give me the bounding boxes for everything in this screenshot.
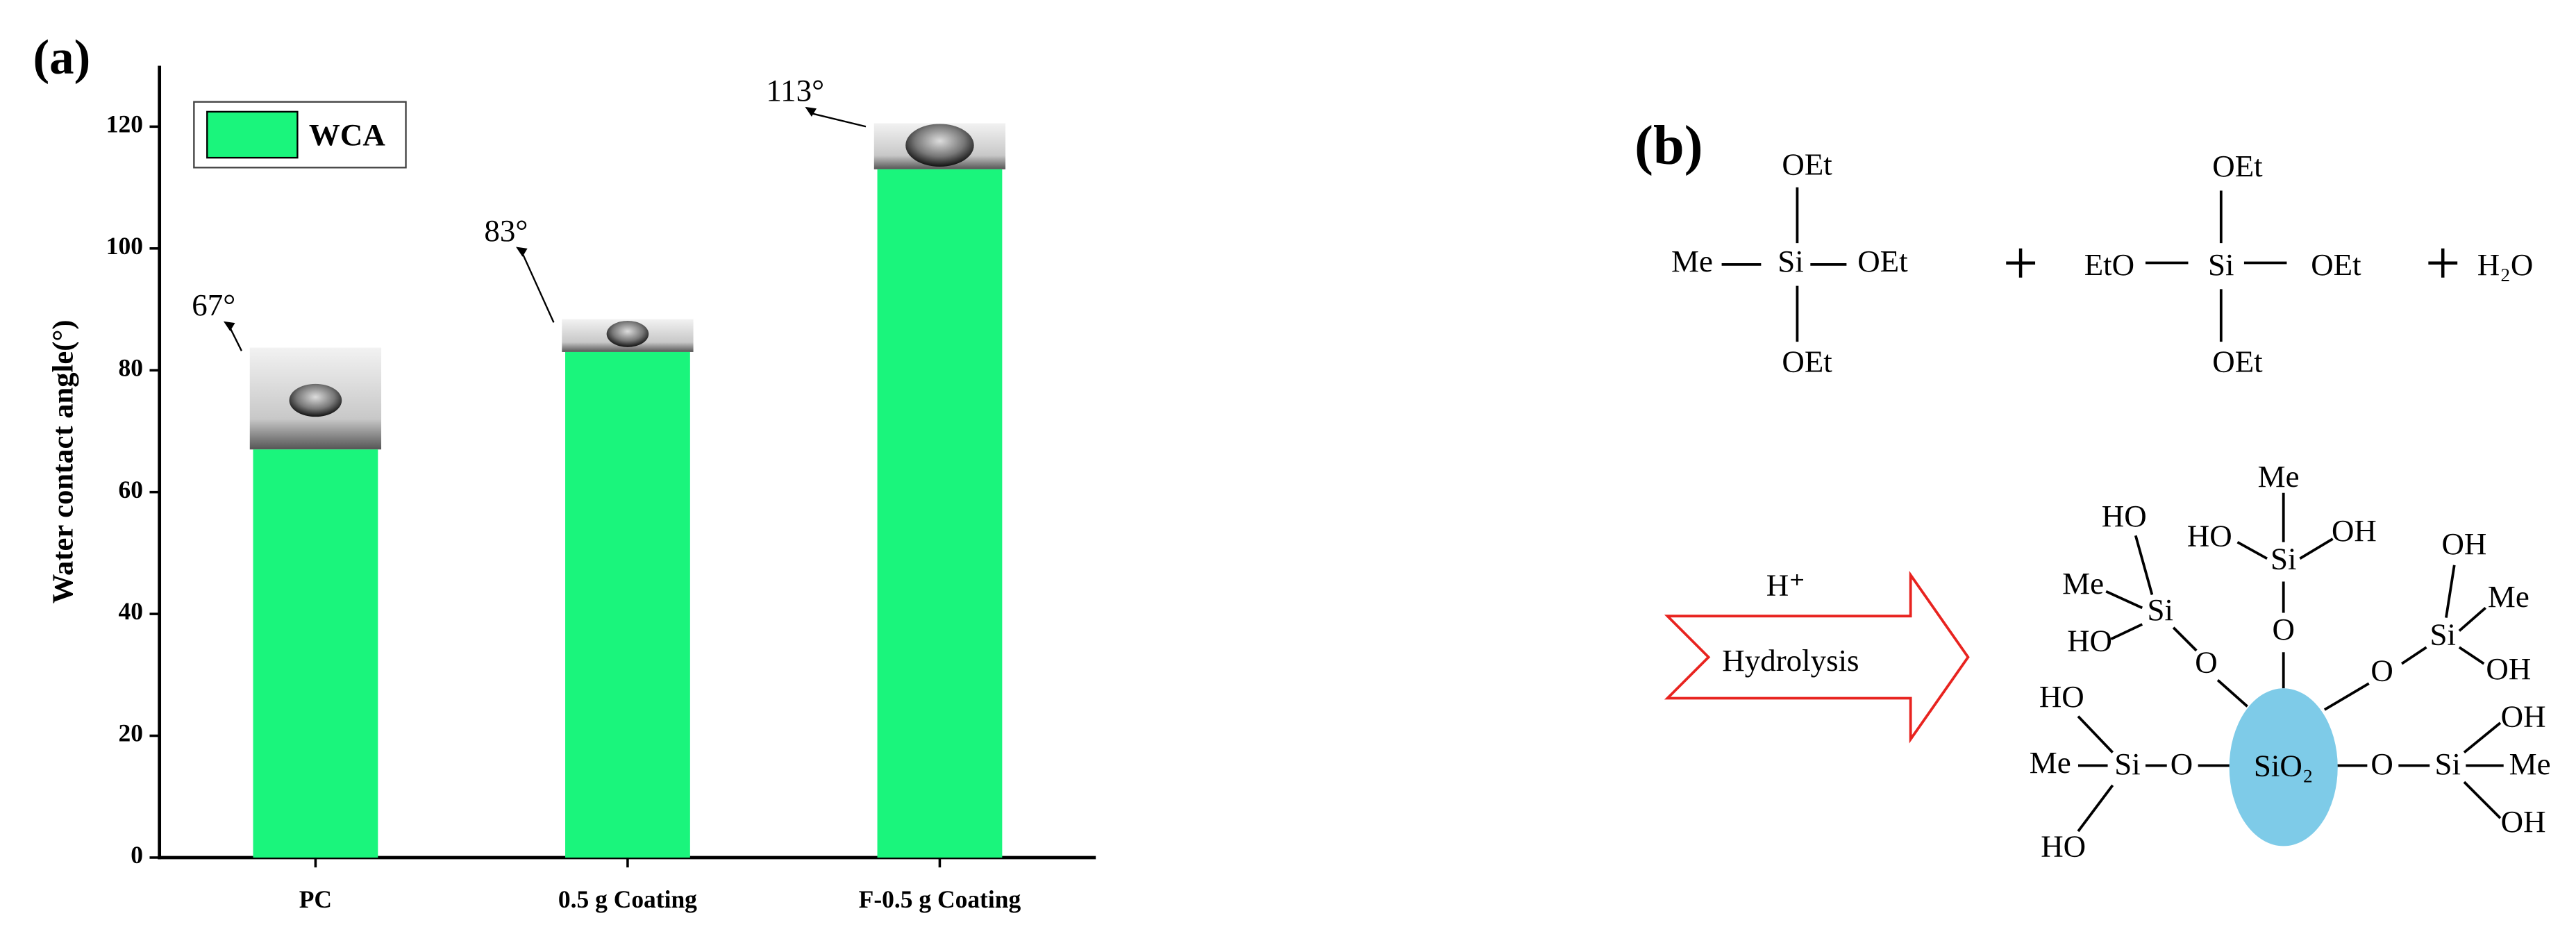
group: Me: [1671, 244, 1713, 278]
bond: [2299, 537, 2334, 560]
plus: +: [2425, 229, 2461, 298]
plus: +: [2003, 229, 2039, 298]
group: EtO: [2084, 247, 2134, 282]
bond: [2463, 721, 2502, 754]
legend-swatch: [206, 110, 299, 159]
bond: [2463, 781, 2502, 819]
product-group: HO: [2039, 679, 2084, 714]
y-axis-label: Water contact angle(°): [47, 319, 80, 603]
product-group: Si: [2270, 541, 2296, 576]
group: OEt: [2212, 344, 2263, 379]
label-arrowhead: [223, 321, 235, 331]
label-arrow: [521, 253, 555, 323]
label-arrow: [229, 327, 243, 351]
x-tick-label: 0.5 g Coating: [558, 885, 697, 913]
group: OEt: [1782, 147, 1832, 182]
bond: [2172, 626, 2198, 652]
x-tick-label: F-0.5 g Coating: [859, 885, 1021, 913]
product-group: OH: [2501, 804, 2546, 839]
product-group: OH: [2441, 526, 2486, 561]
bond: [2445, 565, 2456, 618]
bar-chart: (a) Water contact angle(°) WCA 0 20 40 60 80…: [33, 31, 1096, 913]
panel-label: (a): [33, 31, 90, 85]
y-tick-label: 80: [119, 353, 143, 381]
bond: [2216, 679, 2248, 708]
bond: [2134, 535, 2154, 595]
arrow-label: Hydrolysis: [1722, 643, 1859, 678]
product-group: Me: [2062, 566, 2104, 601]
group: OEt: [2212, 149, 2263, 183]
droplet: [905, 124, 974, 167]
product-group: O: [2171, 746, 2193, 781]
y-tick-label: 20: [119, 719, 143, 747]
atom: Si: [1778, 244, 1803, 278]
bond: [2105, 590, 2143, 610]
y-tick-label: 40: [119, 597, 143, 625]
y-tick-label: 0: [131, 841, 143, 869]
product-group: OH: [2332, 513, 2377, 548]
legend: WCA: [193, 101, 407, 169]
reaction-arrow: [1664, 571, 1970, 744]
bond: [2458, 606, 2486, 632]
droplet: [606, 320, 649, 347]
product-group: O: [2272, 612, 2294, 646]
panel-label: (b): [1634, 115, 1703, 176]
label-arrowhead: [805, 106, 817, 117]
product-group: OH: [2486, 651, 2531, 686]
bar: [565, 351, 690, 858]
core-label: SiO₂: [2254, 749, 2314, 783]
y-tick-label: 120: [106, 110, 143, 137]
droplet: [289, 383, 342, 417]
product-group: HO: [2041, 828, 2086, 863]
group: OEt: [2311, 247, 2361, 282]
bar: [877, 169, 1003, 858]
product-group: Me: [2030, 745, 2071, 780]
atom: Si: [2208, 247, 2234, 282]
group: OEt: [1782, 344, 1832, 379]
product-group: Me: [2509, 746, 2551, 781]
product-group: HO: [2187, 518, 2232, 553]
bond: [2236, 541, 2268, 560]
x-tick-label: PC: [299, 885, 332, 913]
value-label: 67°: [192, 287, 235, 322]
bond: [2323, 682, 2370, 711]
y-tick-label: 100: [106, 232, 143, 260]
catalyst: H⁺: [1766, 567, 1805, 602]
value-label: 113°: [766, 73, 824, 108]
product-group: OH: [2501, 699, 2546, 734]
product-group: Me: [2488, 579, 2529, 614]
product-group: Si: [2114, 746, 2140, 781]
product-group: HO: [2102, 499, 2147, 533]
bond: [2400, 646, 2427, 665]
bond: [2458, 646, 2485, 665]
y-tick-label: 60: [119, 476, 143, 503]
bond: [2110, 623, 2143, 641]
water: H₂O: [2477, 247, 2534, 282]
reaction-diagram: (b) OEt Me Si OEt OEt + OEt EtO Si OEt O…: [1634, 115, 2550, 863]
product-group: O: [2370, 653, 2393, 687]
bond: [2077, 784, 2114, 833]
product-group: HO: [2067, 624, 2112, 658]
bar: [253, 449, 378, 858]
product-group: Si: [2429, 617, 2455, 651]
label-arrow: [811, 112, 867, 128]
bond: [2077, 715, 2114, 753]
product-group: O: [2195, 644, 2217, 679]
product-group: O: [2370, 746, 2393, 781]
product-group: Si: [2435, 746, 2461, 781]
silica-core: [2229, 688, 2338, 846]
label-arrowhead: [516, 247, 528, 257]
value-label: 83°: [484, 213, 528, 248]
product-group: Me: [2258, 459, 2300, 494]
product-group: Si: [2148, 592, 2173, 627]
legend-label: WCA: [309, 117, 385, 152]
group: OEt: [1857, 244, 1908, 278]
